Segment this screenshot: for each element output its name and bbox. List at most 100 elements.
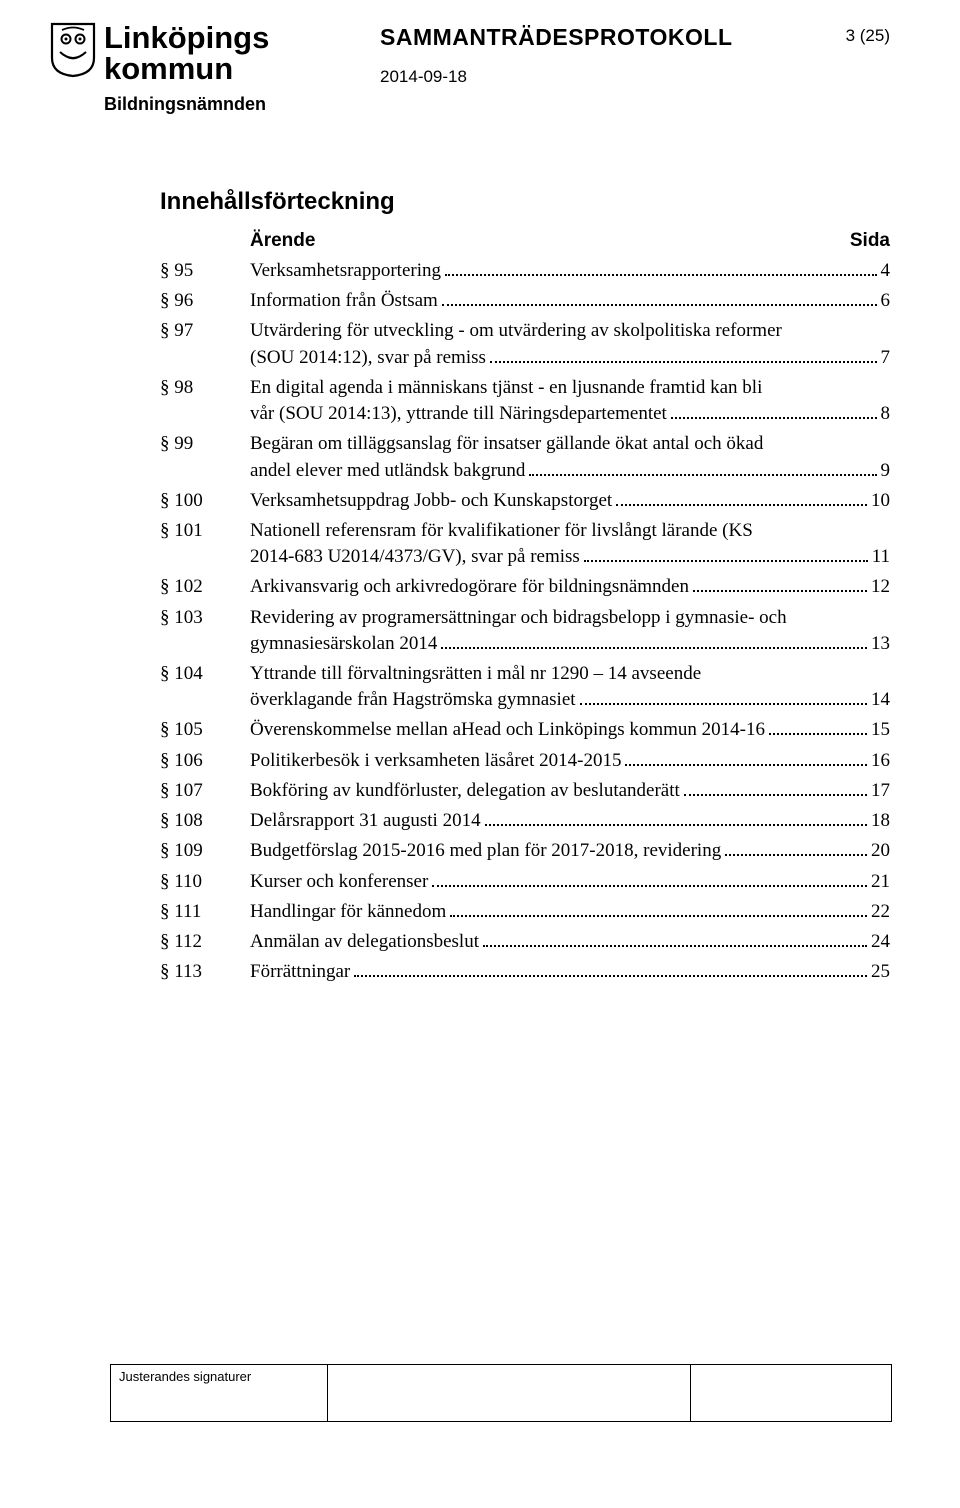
toc-row: § 97Utvärdering för utveckling - om utvä… xyxy=(160,318,890,370)
crest-icon xyxy=(50,22,96,78)
toc-line: Förrättningar 25 xyxy=(250,959,890,985)
toc-row: § 102Arkivansvarig och arkivredogörare f… xyxy=(160,574,890,600)
toc-text: Utvärdering för utveckling - om utvärder… xyxy=(250,318,782,344)
toc-text: Revidering av programersättningar och bi… xyxy=(250,605,787,631)
toc-row: § 112Anmälan av delegationsbeslut 24 xyxy=(160,929,890,955)
toc-page: 17 xyxy=(871,778,890,804)
header-center: SAMMANTRÄDESPROTOKOLL 2014-09-18 xyxy=(380,24,733,87)
page-number: 3 (25) xyxy=(846,26,890,46)
toc-col-sida: Sida xyxy=(850,230,890,252)
toc-text: Delårsrapport 31 augusti 2014 xyxy=(250,808,481,834)
toc-page: 12 xyxy=(871,574,890,600)
toc-text: överklagande från Hagströmska gymnasiet xyxy=(250,687,576,713)
toc-text: 2014-683 U2014/4373/GV), svar på remiss xyxy=(250,544,580,570)
toc-dot-leader xyxy=(671,417,877,419)
toc-page: 10 xyxy=(871,488,890,514)
toc-ref: § 111 xyxy=(160,899,250,925)
toc-ref: § 95 xyxy=(160,258,250,284)
toc-desc: Bokföring av kundförluster, delegation a… xyxy=(250,778,890,804)
page-body: Innehållsförteckning Ärende Sida § 95Ver… xyxy=(160,188,890,985)
toc-desc: Överenskommelse mellan aHead och Linköpi… xyxy=(250,717,890,743)
toc-line: överklagande från Hagströmska gymnasiet … xyxy=(250,687,890,713)
toc-line: Arkivansvarig och arkivredogörare för bi… xyxy=(250,574,890,600)
org-text: Linköpings kommun Bildningsnämnden xyxy=(104,22,269,114)
toc-ref: § 100 xyxy=(160,488,250,514)
toc-page: 7 xyxy=(881,345,891,371)
toc-row: § 111Handlingar för kännedom 22 xyxy=(160,899,890,925)
toc-desc: Arkivansvarig och arkivredogörare för bi… xyxy=(250,574,890,600)
toc-page: 9 xyxy=(881,458,891,484)
toc-heading: Innehållsförteckning xyxy=(160,188,890,216)
toc-dot-leader xyxy=(442,304,877,306)
toc-dot-leader xyxy=(616,504,867,506)
toc-row: § 107Bokföring av kundförluster, delegat… xyxy=(160,778,890,804)
toc-line: Verksamhetsrapportering 4 xyxy=(250,258,890,284)
toc-dot-leader xyxy=(693,590,867,592)
toc-desc: Utvärdering för utveckling - om utvärder… xyxy=(250,318,890,370)
toc-line: Verksamhetsuppdrag Jobb- och Kunskapstor… xyxy=(250,488,890,514)
toc-desc: Nationell referensram för kvalifikatione… xyxy=(250,518,890,570)
toc-text: Budgetförslag 2015-2016 med plan för 201… xyxy=(250,838,721,864)
toc-line: Revidering av programersättningar och bi… xyxy=(250,605,890,631)
toc-line: En digital agenda i människans tjänst - … xyxy=(250,375,890,401)
toc-page: 11 xyxy=(872,544,890,570)
toc-desc: Yttrande till förvaltningsrätten i mål n… xyxy=(250,661,890,713)
toc-line: Anmälan av delegationsbeslut 24 xyxy=(250,929,890,955)
toc-column-headers: Ärende Sida xyxy=(160,230,890,252)
toc-dot-leader xyxy=(725,854,867,856)
toc-ref: § 99 xyxy=(160,431,250,457)
toc-line: 2014-683 U2014/4373/GV), svar på remiss … xyxy=(250,544,890,570)
toc-line: andel elever med utländsk bakgrund 9 xyxy=(250,458,890,484)
toc-desc: Handlingar för kännedom 22 xyxy=(250,899,890,925)
toc-dot-leader xyxy=(445,274,877,276)
toc-row: § 109Budgetförslag 2015-2016 med plan fö… xyxy=(160,838,890,864)
toc-ref: § 110 xyxy=(160,869,250,895)
toc-desc: Delårsrapport 31 augusti 2014 18 xyxy=(250,808,890,834)
toc-line: Överenskommelse mellan aHead och Linköpi… xyxy=(250,717,890,743)
toc-row: § 96Information från Östsam 6 xyxy=(160,288,890,314)
signature-label: Justerandes signaturer xyxy=(119,1369,251,1384)
signature-label-cell: Justerandes signaturer xyxy=(111,1365,328,1421)
toc-desc: Politikerbesök i verksamheten läsåret 20… xyxy=(250,748,890,774)
toc-text: Arkivansvarig och arkivredogörare för bi… xyxy=(250,574,689,600)
toc-desc: Förrättningar 25 xyxy=(250,959,890,985)
toc-row: § 110Kurser och konferenser 21 xyxy=(160,869,890,895)
toc-dot-leader xyxy=(490,361,877,363)
toc-ref: § 103 xyxy=(160,605,250,631)
toc-line: Handlingar för kännedom 22 xyxy=(250,899,890,925)
toc-ref: § 101 xyxy=(160,518,250,544)
toc-dot-leader xyxy=(483,945,867,947)
toc-desc: Kurser och konferenser 21 xyxy=(250,869,890,895)
signature-empty-cell-2 xyxy=(691,1365,891,1421)
toc-dot-leader xyxy=(580,703,867,705)
page: Linköpings kommun Bildningsnämnden SAMMA… xyxy=(0,0,960,1508)
toc-page: 21 xyxy=(871,869,890,895)
toc-page: 24 xyxy=(871,929,890,955)
toc-ref: § 113 xyxy=(160,959,250,985)
toc-ref: § 109 xyxy=(160,838,250,864)
toc-text: andel elever med utländsk bakgrund xyxy=(250,458,525,484)
toc-page: 6 xyxy=(881,288,891,314)
toc-ref: § 97 xyxy=(160,318,250,344)
toc-desc: Verksamhetsrapportering 4 xyxy=(250,258,890,284)
toc-page: 15 xyxy=(871,717,890,743)
toc-text: Verksamhetsrapportering xyxy=(250,258,441,284)
toc-dot-leader xyxy=(529,474,876,476)
toc-ref: § 108 xyxy=(160,808,250,834)
toc-line: Yttrande till förvaltningsrätten i mål n… xyxy=(250,661,890,687)
toc-row: § 103Revidering av programersättningar o… xyxy=(160,605,890,657)
toc-line: Politikerbesök i verksamheten läsåret 20… xyxy=(250,748,890,774)
toc-text: Yttrande till förvaltningsrätten i mål n… xyxy=(250,661,701,687)
toc-ref: § 112 xyxy=(160,929,250,955)
toc-line: Information från Östsam 6 xyxy=(250,288,890,314)
toc-desc: En digital agenda i människans tjänst - … xyxy=(250,375,890,427)
toc-ref: § 104 xyxy=(160,661,250,687)
toc-text: Anmälan av delegationsbeslut xyxy=(250,929,479,955)
toc-row: § 95Verksamhetsrapportering 4 xyxy=(160,258,890,284)
page-header: Linköpings kommun Bildningsnämnden SAMMA… xyxy=(50,22,890,114)
toc-text: Politikerbesök i verksamheten läsåret 20… xyxy=(250,748,621,774)
toc-row: § 108Delårsrapport 31 augusti 2014 18 xyxy=(160,808,890,834)
toc-row: § 105Överenskommelse mellan aHead och Li… xyxy=(160,717,890,743)
toc-row: § 101Nationell referensram för kvalifika… xyxy=(160,518,890,570)
toc-dot-leader xyxy=(584,560,868,562)
